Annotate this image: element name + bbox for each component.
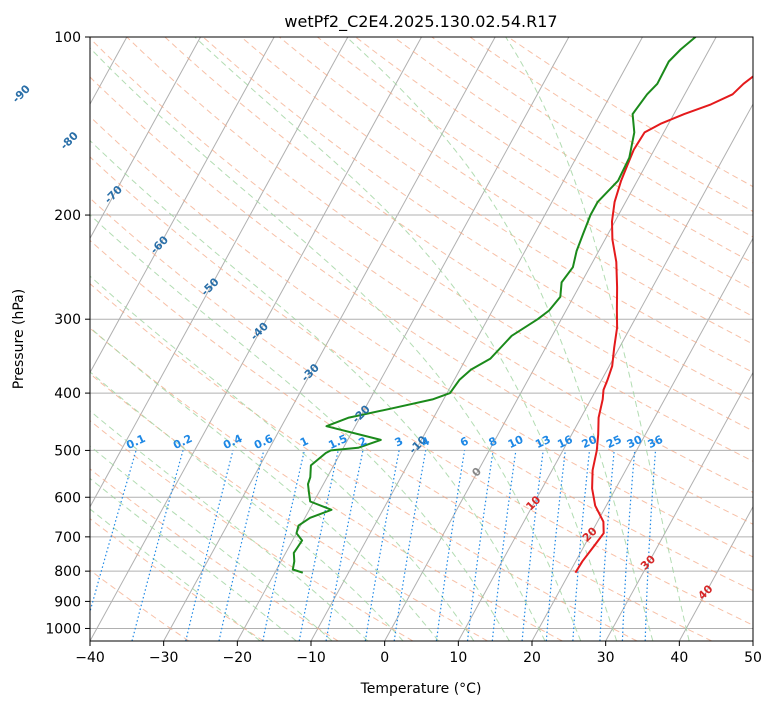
mixing-ratio-label: 30 [625, 433, 645, 451]
mixing-ratio-label: 20 [580, 433, 600, 451]
dry-adiabat-line [90, 468, 339, 641]
y-tick-label: 100 [54, 30, 81, 46]
dry-adiabat-line [126, 37, 753, 462]
x-tick-label: −40 [75, 650, 105, 666]
moist-adiabat-line [90, 47, 582, 641]
isotherm-line [678, 505, 753, 641]
mixing-ratio-line [325, 450, 364, 641]
background-lines [90, 37, 753, 641]
x-tick-label: 10 [449, 650, 467, 666]
mixing-ratio-line [466, 450, 494, 641]
mixing-ratio-line [435, 450, 466, 641]
x-tick-label: 50 [744, 650, 762, 666]
mixing-ratio-line [364, 450, 400, 641]
dry-adiabat-line [164, 37, 753, 432]
isotherm-line [90, 37, 275, 374]
mixing-ratio-label: 25 [604, 433, 623, 451]
dry-adiabat-line [90, 76, 753, 525]
mixing-ratio-line [185, 450, 234, 641]
isotherm-label: -90 [10, 82, 33, 105]
x-tick-label: 30 [597, 650, 615, 666]
moist-adiabat-line [505, 37, 690, 641]
mixing-ratio-label: 36 [646, 433, 666, 451]
dry-adiabat-line [431, 37, 753, 238]
x-axis-title: Temperature (°C) [360, 681, 482, 697]
moist-adiabat-line [90, 139, 546, 641]
isotherm-label: -80 [58, 129, 81, 152]
mixing-ratio-line [262, 450, 305, 641]
dry-adiabat-line [90, 283, 638, 641]
moist-adiabat-line [90, 371, 404, 641]
y-tick-label: 900 [54, 594, 81, 610]
y-tick-label: 400 [54, 386, 81, 402]
dry-adiabat-line [469, 37, 753, 213]
x-tick-label: 0 [380, 650, 389, 666]
moist-adiabat-line [90, 214, 510, 641]
dry-adiabat-line [90, 156, 753, 592]
plot-background [90, 37, 753, 641]
moist-adiabat-line [194, 37, 618, 641]
moist-adiabat-line [90, 445, 333, 641]
mixing-ratio-label: 16 [555, 433, 575, 451]
y-axis-title: Pressure (hPa) [11, 289, 27, 389]
isotherm-line [457, 103, 753, 641]
chart-title: wetPf2_C2E4.2025.130.02.54.R17 [284, 12, 557, 32]
x-tick-label: 20 [523, 650, 541, 666]
moist-adiabat-line [90, 326, 439, 641]
y-tick-label: 1000 [45, 621, 81, 637]
temperature-profile-line [574, 75, 753, 574]
isotherm-line [531, 237, 753, 641]
isotherm-line [90, 37, 422, 641]
mixing-ratio-line [131, 450, 184, 641]
isotherm-line [605, 371, 753, 641]
plot-frame [89, 36, 754, 642]
y-tick-label: 500 [54, 443, 81, 459]
dewpoint-profile-line [291, 37, 697, 574]
moist-adiabat-line [90, 477, 297, 641]
mixing-ratio-line [90, 450, 137, 614]
x-tick-label: −30 [149, 650, 179, 666]
mixing-ratio-label: 10 [506, 433, 526, 451]
mixing-ratio-label: 13 [533, 433, 552, 451]
isotherm-line [90, 37, 349, 508]
x-tick-label: −20 [223, 650, 253, 666]
isotherm-line [384, 37, 717, 641]
dry-adiabat-line [90, 37, 753, 493]
dry-adiabat-line [393, 37, 753, 264]
mixing-ratio-line [298, 450, 339, 641]
profile-lines [291, 37, 753, 574]
dry-adiabat-line [317, 37, 753, 317]
y-tick-label: 200 [54, 208, 81, 224]
isotherm-line [163, 37, 496, 641]
isotherm-line [236, 37, 570, 641]
dry-adiabat-line [507, 37, 753, 188]
dry-adiabat-line [355, 37, 753, 290]
mixing-ratio-line [218, 450, 265, 641]
axis-ticks: −40 −30 −20 −10 0 10 20 30 40 50 100 200 300 400 500 60… [45, 30, 762, 666]
y-tick-label: 300 [54, 312, 81, 328]
isotherm-line [752, 639, 753, 641]
dry-adiabat-line [90, 197, 753, 626]
x-tick-label: −10 [296, 650, 326, 666]
moist-adiabat-line [90, 410, 369, 641]
y-tick-label: 600 [54, 490, 81, 506]
moist-adiabat-line [90, 275, 475, 641]
y-tick-label: 700 [54, 530, 81, 546]
x-tick-label: 40 [670, 650, 688, 666]
y-tick-label: 800 [54, 564, 81, 580]
moist-adiabat-line [346, 37, 654, 641]
dry-adiabat-line [90, 115, 753, 558]
isotherm-line [90, 37, 201, 240]
mixing-ratio-line [393, 450, 427, 641]
